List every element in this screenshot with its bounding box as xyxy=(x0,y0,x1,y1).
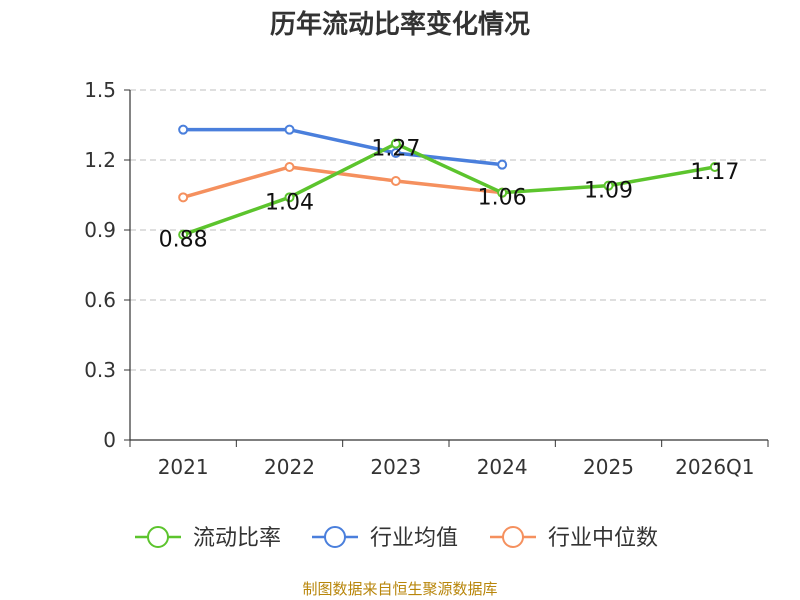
data-point xyxy=(178,124,189,135)
data-point xyxy=(390,176,401,186)
chart-title: 历年流动比率变化情况 xyxy=(269,10,530,40)
x-tick-label: 2023 xyxy=(370,455,421,479)
legend-label: 流动比率 xyxy=(193,526,281,551)
x-tick-label: 2024 xyxy=(477,455,528,479)
legend-label: 行业中位数 xyxy=(548,526,658,551)
y-tick-label: 0 xyxy=(103,428,116,452)
data-labels: 0.88 1.04 1.27 1.06 1.09 1.17 xyxy=(159,137,740,253)
legend: 流动比率 行业均值 行业中位数 xyxy=(135,526,658,551)
data-point xyxy=(284,162,295,172)
x-tick-label: 2021 xyxy=(158,455,209,479)
data-point xyxy=(178,192,189,203)
data-label: 1.09 xyxy=(584,179,633,204)
data-point xyxy=(284,124,295,135)
data-point xyxy=(284,192,295,203)
data-point xyxy=(709,162,720,172)
data-point xyxy=(178,229,189,240)
data-point xyxy=(390,138,401,149)
data-label: 1.27 xyxy=(371,137,420,162)
data-label: 1.04 xyxy=(265,190,314,215)
series-line xyxy=(182,141,716,237)
y-tick-label: 0.6 xyxy=(84,288,116,312)
data-point xyxy=(497,159,508,170)
series-line xyxy=(182,165,503,200)
legend-marker xyxy=(147,526,169,548)
data-label: 0.88 xyxy=(159,228,208,253)
data-point xyxy=(390,148,401,158)
y-tick-label: 0.3 xyxy=(84,358,116,382)
data-label: 1.06 xyxy=(478,186,527,211)
data-point xyxy=(497,187,508,198)
legend-label: 行业均值 xyxy=(370,526,458,551)
series-line xyxy=(183,127,503,167)
y-tick-label: 0.9 xyxy=(84,218,116,242)
x-tick-label: 2026Q1 xyxy=(675,455,754,479)
source-note: 制图数据来自恒生聚源数据库 xyxy=(302,580,498,598)
legend-marker xyxy=(324,526,346,548)
x-tick-label: 2022 xyxy=(264,455,315,479)
y-tick-label: 1.5 xyxy=(84,78,116,102)
data-point xyxy=(603,180,614,191)
data-label: 1.17 xyxy=(690,160,739,185)
legend-marker xyxy=(502,526,524,548)
axes: 0 0.3 0.6 0.9 1.2 1.5 2021 2022 2023 2024 2025 2026… xyxy=(84,78,769,479)
y-tick-label: 1.2 xyxy=(84,148,116,172)
grid-lines xyxy=(130,89,768,371)
series-lines xyxy=(178,124,720,240)
x-tick-label: 2025 xyxy=(583,455,634,479)
